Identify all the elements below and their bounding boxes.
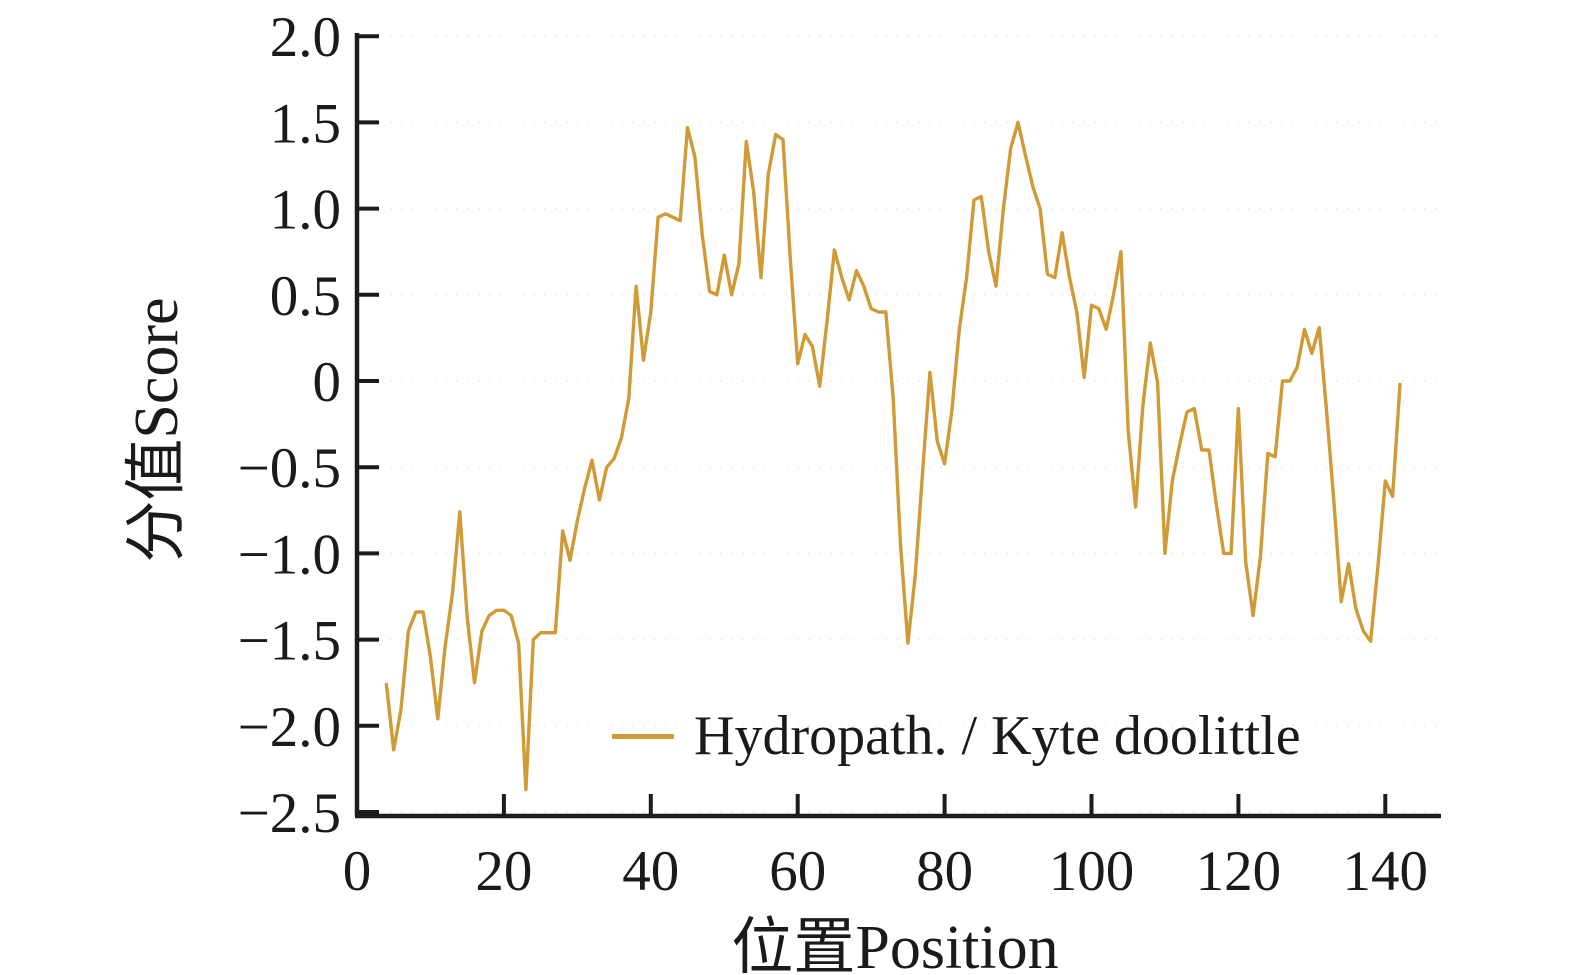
y-tick-label: 1.5 xyxy=(270,92,341,155)
y-tick-label: 2.0 xyxy=(270,6,341,69)
x-tick-label: 20 xyxy=(475,840,532,903)
legend-label: Hydropath. / Kyte doolittle xyxy=(694,705,1301,767)
x-tick-label: 80 xyxy=(916,840,973,903)
x-tick-label: 0 xyxy=(343,840,372,903)
x-tick-label: 120 xyxy=(1196,840,1282,903)
legend-line-swatch xyxy=(612,733,674,739)
hydropathy-line xyxy=(384,120,1402,792)
y-tick-label: −2.0 xyxy=(238,696,341,759)
y-tick-label: −2.5 xyxy=(238,782,341,845)
y-tick-label: 1.0 xyxy=(270,179,341,242)
y-tick-label: 0 xyxy=(313,351,342,414)
y-tick-label: 0.5 xyxy=(270,265,341,328)
y-axis-label: 分值Score xyxy=(123,297,191,563)
x-tick-label: 60 xyxy=(769,840,826,903)
x-tick-label: 40 xyxy=(622,840,679,903)
y-tick-label: −0.5 xyxy=(238,437,341,500)
y-tick-label: −1.5 xyxy=(238,610,341,673)
legend: Hydropath. / Kyte doolittle xyxy=(612,702,1301,770)
x-tick-label: 100 xyxy=(1049,840,1135,903)
x-tick-label: 140 xyxy=(1343,840,1429,903)
x-axis-label: 位置Position xyxy=(731,914,1059,975)
y-tick-label: −1.0 xyxy=(238,523,341,586)
